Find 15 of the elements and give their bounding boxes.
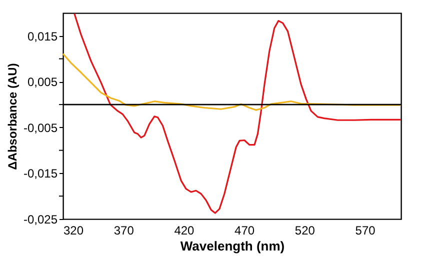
x-axis-title: Wavelength (nm): [180, 238, 285, 254]
x-tick-label: 370: [114, 224, 134, 238]
y-tick-label: 0,015: [27, 29, 58, 44]
y-tick-label: 0,005: [27, 75, 58, 90]
x-tick-label: 570: [355, 224, 376, 238]
line-series: [74, 12, 402, 214]
y-axis-title: ΔAbsorbance (AU): [5, 63, 20, 170]
y-tick-label: -0,005: [23, 120, 58, 135]
y-tick-label: -0,025: [23, 212, 58, 226]
x-tick-label: 520: [294, 224, 316, 238]
x-tick-label: 420: [174, 224, 195, 238]
x-tick-label: 470: [234, 224, 255, 238]
line-series: [62, 52, 402, 111]
y-tick-label: -0,015: [23, 166, 58, 181]
x-tick-label: 320: [64, 224, 84, 238]
